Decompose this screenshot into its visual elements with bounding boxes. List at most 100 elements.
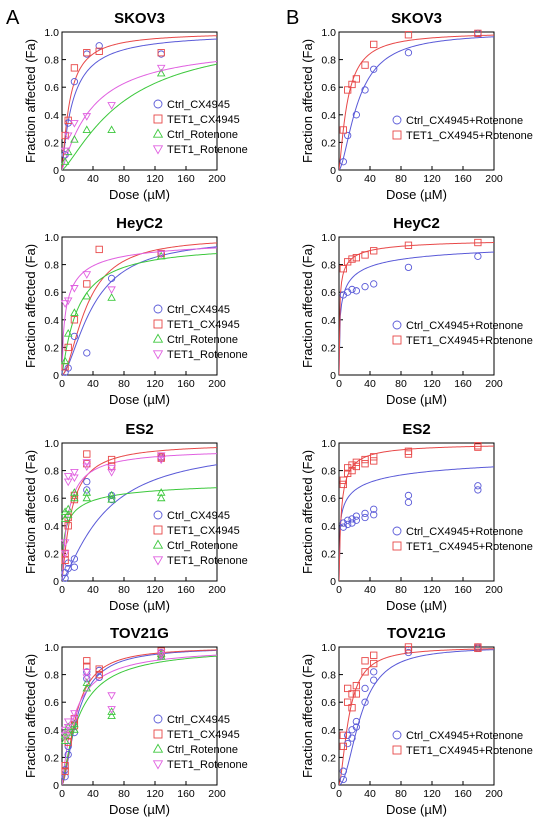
chart-title: ES2 bbox=[402, 421, 430, 438]
data-point-ctrl_cx4945+rotenone bbox=[361, 513, 369, 522]
y-tick-label: 1.0 bbox=[44, 27, 59, 39]
legend-marker bbox=[392, 130, 402, 140]
data-point-ctrl_cx4945 bbox=[107, 274, 116, 283]
x-tick-label: 160 bbox=[454, 378, 472, 390]
y-tick-label: 0.8 bbox=[44, 260, 59, 272]
data-point-ctrl_cx4945 bbox=[83, 486, 91, 494]
data-point-ctrl_rotenone bbox=[60, 736, 70, 744]
x-tick-label: 0 bbox=[59, 584, 65, 596]
data-point-ctrl_cx4945 bbox=[70, 563, 79, 571]
panel-label-a: A bbox=[6, 7, 20, 29]
x-tick-label: 120 bbox=[146, 788, 164, 800]
x-tick-label: 40 bbox=[364, 378, 376, 390]
data-point-ctrl_cx4945 bbox=[83, 477, 91, 486]
data-point-tet1_cx4945 bbox=[95, 665, 103, 673]
legend-marker bbox=[153, 714, 163, 724]
data-point-tet1_cx4945+rotenone bbox=[361, 61, 369, 69]
data-point-ctrl_cx4945+rotenone bbox=[361, 509, 369, 518]
data-point-tet1_cx4945+rotenone bbox=[339, 476, 347, 484]
data-point-tet1_cx4945+rotenone bbox=[344, 684, 352, 693]
fit-curve-ctrl_rotenone bbox=[62, 63, 217, 170]
data-point-tet1_cx4945+rotenone bbox=[339, 742, 347, 751]
y-tick-label: 0.8 bbox=[44, 670, 59, 682]
x-tick-label: 200 bbox=[208, 788, 226, 800]
data-point-ctrl_rotenone bbox=[70, 493, 79, 502]
data-point-tet1_cx4945 bbox=[61, 762, 69, 770]
data-point-ctrl_cx4945+rotenone bbox=[352, 723, 361, 731]
plot-frame bbox=[338, 442, 495, 582]
data-point-tet1_rotenone bbox=[63, 132, 73, 141]
x-tick-label: 40 bbox=[87, 788, 99, 800]
data-point-tet1_rotenone bbox=[60, 147, 70, 156]
x-axis-label: Dose (µM) bbox=[109, 802, 170, 817]
plot-frame bbox=[338, 31, 495, 171]
x-axis-label: Dose (µM) bbox=[386, 598, 447, 613]
data-point-tet1_cx4945 bbox=[70, 316, 79, 324]
data-point-tet1_cx4945 bbox=[64, 738, 72, 746]
x-tick-label: 40 bbox=[87, 378, 99, 390]
data-point-tet1_rotenone bbox=[82, 463, 92, 472]
y-tick-label: 1.0 bbox=[321, 438, 336, 450]
legend-marker bbox=[152, 333, 164, 343]
x-tick-label: 160 bbox=[454, 173, 472, 185]
data-point-tet1_cx4945+rotenone bbox=[370, 40, 378, 49]
legend-marker bbox=[392, 730, 402, 740]
data-point-tet1_cx4945 bbox=[83, 280, 91, 288]
chart-title: SKOV3 bbox=[114, 10, 165, 27]
data-point-tet1_cx4945+rotenone bbox=[404, 643, 413, 651]
x-tick-label: 0 bbox=[336, 584, 342, 596]
legend-marker bbox=[153, 319, 163, 329]
data-point-ctrl_rotenone bbox=[82, 125, 92, 133]
x-tick-label: 200 bbox=[485, 584, 503, 596]
data-point-tet1_cx4945 bbox=[83, 49, 91, 57]
x-axis-label: Dose (µM) bbox=[109, 187, 170, 202]
data-point-tet1_cx4945+rotenone bbox=[474, 643, 482, 651]
x-tick-label: 160 bbox=[177, 173, 195, 185]
data-point-tet1_cx4945+rotenone bbox=[361, 251, 369, 259]
data-point-ctrl_rotenone bbox=[156, 493, 166, 502]
data-point-tet1_cx4945 bbox=[95, 245, 103, 254]
chart-3-heyc2: HeyC2 0 40 80 120 160 200 0 0.2 0.4 0.6 0.8 1.0 Dose … bbox=[300, 215, 533, 407]
x-tick-label: 0 bbox=[59, 788, 65, 800]
plot-frame bbox=[338, 236, 495, 376]
legend-marker bbox=[152, 128, 164, 138]
x-tick-label: 200 bbox=[208, 173, 226, 185]
data-point-tet1_rotenone bbox=[156, 452, 166, 461]
x-axis-label: Dose (µM) bbox=[386, 187, 447, 202]
data-point-tet1_cx4945+rotenone bbox=[348, 466, 356, 475]
legend-label: Ctrl_CX4945 bbox=[167, 714, 230, 726]
x-tick-label: 120 bbox=[423, 584, 441, 596]
x-tick-label: 40 bbox=[364, 788, 376, 800]
data-point-ctrl_cx4945+rotenone bbox=[474, 482, 482, 490]
x-axis-label: Dose (µM) bbox=[386, 802, 447, 817]
data-point-tet1_rotenone bbox=[107, 468, 116, 477]
fit-curve-tet1_rotenone bbox=[62, 61, 217, 170]
chart-5-es2: ES2 0 40 80 120 160 200 0 0.2 0.4 0.6 0.8 1.0 Dose (µ… bbox=[300, 421, 533, 613]
x-tick-label: 200 bbox=[485, 378, 503, 390]
x-tick-label: 80 bbox=[395, 788, 407, 800]
legend-marker bbox=[153, 99, 163, 109]
y-tick-label: 0 bbox=[330, 780, 336, 792]
x-tick-label: 40 bbox=[87, 173, 99, 185]
x-tick-label: 120 bbox=[146, 173, 164, 185]
y-tick-label: 0 bbox=[330, 576, 336, 588]
y-axis-label: Fraction affected (Fa) bbox=[23, 654, 38, 778]
x-tick-label: 120 bbox=[146, 584, 164, 596]
data-point-tet1_cx4945+rotenone bbox=[361, 668, 369, 676]
data-point-ctrl_cx4945 bbox=[61, 574, 69, 582]
y-tick-label: 1.0 bbox=[321, 642, 336, 654]
data-point-ctrl_rotenone bbox=[60, 157, 70, 165]
data-point-ctrl_cx4945 bbox=[70, 555, 79, 563]
y-tick-label: 0 bbox=[53, 576, 59, 588]
legend-label: TET1_CX4945+Rotenone bbox=[406, 745, 533, 757]
x-tick-label: 160 bbox=[454, 584, 472, 596]
legend-marker bbox=[392, 526, 402, 536]
data-point-ctrl_cx4945+rotenone bbox=[348, 285, 356, 294]
data-point-ctrl_cx4945+rotenone bbox=[344, 520, 352, 529]
data-point-tet1_cx4945 bbox=[70, 64, 79, 72]
data-point-ctrl_cx4945+rotenone bbox=[339, 767, 347, 775]
data-point-tet1_cx4945+rotenone bbox=[352, 681, 361, 690]
plot-frame bbox=[338, 646, 495, 786]
data-point-tet1_cx4945 bbox=[64, 343, 72, 352]
